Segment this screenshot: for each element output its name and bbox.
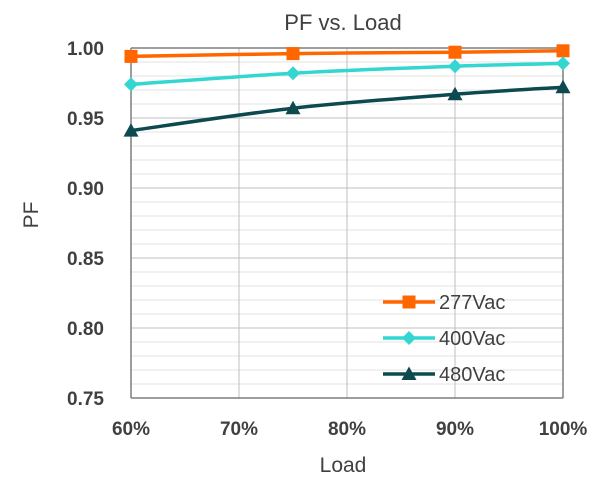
x-axis-label: Load — [320, 454, 367, 477]
data-point-480vac — [447, 86, 463, 101]
y-axis-label: PF — [20, 202, 43, 229]
data-point-400vac — [286, 66, 300, 81]
chart-title: PF vs. Load — [284, 10, 401, 35]
data-point-480vac — [285, 100, 301, 115]
legend-marker-480vac — [401, 366, 417, 380]
legend-marker-400vac — [402, 331, 416, 345]
x-axis-ticks: 60% 70% 80% 90% 100% — [112, 419, 587, 440]
y-tick-label: 1.00 — [67, 39, 104, 60]
series-line-400vac — [129, 61, 565, 87]
x-tick-label: 60% — [112, 419, 150, 440]
x-tick-label: 100% — [539, 419, 588, 440]
legend-label-277vac: 277Vac — [439, 292, 505, 314]
y-axis-ticks: 0.75 0.80 0.85 0.90 0.95 1.00 — [67, 39, 104, 410]
data-point-400vac — [556, 56, 570, 71]
legend: 277Vac 400Vac 480Vac — [383, 292, 505, 386]
y-tick-label: 0.80 — [67, 319, 104, 340]
x-tick-label: 70% — [220, 419, 258, 440]
data-point-277vac — [448, 45, 462, 59]
data-point-400vac — [448, 59, 462, 74]
series-line-480vac — [129, 85, 565, 133]
x-tick-label: 90% — [436, 419, 474, 440]
series-markers — [123, 44, 571, 137]
y-tick-label: 0.95 — [67, 109, 104, 130]
data-point-277vac — [556, 44, 570, 58]
legend-marker-277vac — [402, 295, 416, 309]
x-tick-label: 80% — [328, 419, 366, 440]
data-point-277vac — [286, 47, 300, 61]
plot-area-border — [130, 47, 564, 399]
legend-label-480vac: 480Vac — [439, 364, 505, 386]
data-point-480vac — [123, 123, 139, 137]
series-lines — [129, 49, 565, 133]
legend-label-400vac: 400Vac — [439, 328, 505, 350]
y-tick-label: 0.75 — [67, 389, 104, 410]
series-line-277vac — [129, 49, 565, 59]
data-point-277vac — [124, 49, 138, 63]
y-tick-label: 0.85 — [67, 249, 104, 270]
data-point-480vac — [555, 79, 571, 94]
y-tick-label: 0.90 — [67, 179, 104, 200]
data-point-400vac — [124, 77, 138, 92]
